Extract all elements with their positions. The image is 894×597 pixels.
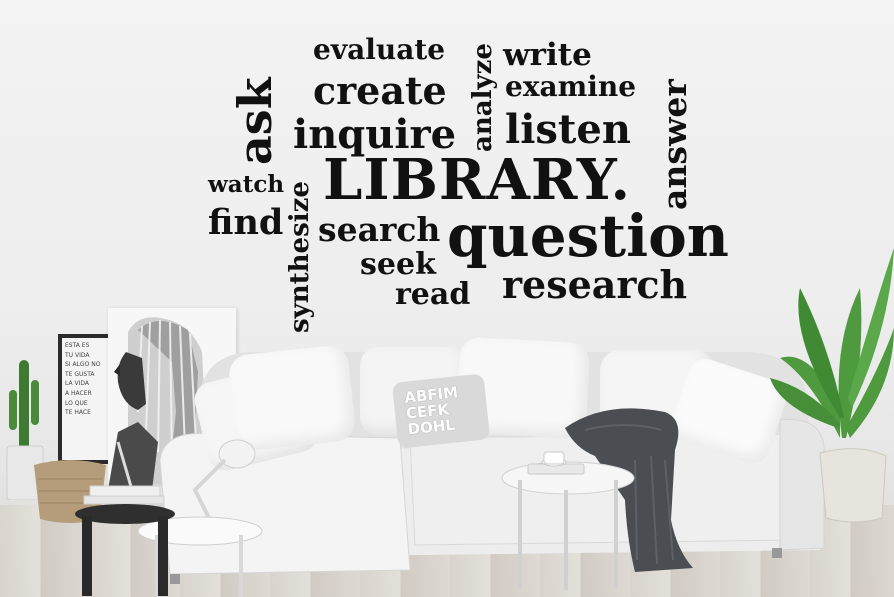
portrait-photo xyxy=(108,317,206,490)
poster-line: LO QUE xyxy=(65,399,88,407)
word-write: write xyxy=(503,37,592,73)
word-listen: listen xyxy=(505,106,631,153)
round-side-table xyxy=(501,451,635,590)
word-question: question xyxy=(447,202,729,270)
poster-line: TE GUSTA xyxy=(65,370,95,378)
word-examine: examine xyxy=(505,70,637,103)
word-search: search xyxy=(318,210,441,249)
cactus-plant xyxy=(6,360,44,500)
word-find: find xyxy=(208,202,284,243)
grey-throw-blanket xyxy=(565,408,693,572)
potted-plant xyxy=(770,248,894,523)
poster-line: TE HACE xyxy=(65,409,91,417)
poster-line: SI ALGO NO xyxy=(65,361,101,369)
poster-line: A HACER xyxy=(65,389,92,397)
white-coffee-table xyxy=(137,516,263,597)
word-seek: seek xyxy=(360,247,436,282)
word-create: create xyxy=(313,68,447,113)
word-evaluate: evaluate xyxy=(313,33,446,66)
pillow-letters: ABFIM CEFK DOHL xyxy=(403,383,459,439)
word-watch: watch xyxy=(208,171,285,198)
word-answer: answer xyxy=(655,79,694,210)
word-analyze: analyze xyxy=(468,43,498,152)
word-read: read xyxy=(395,277,471,312)
word-library: LIBRARY. xyxy=(323,147,631,213)
poster-line: ESTA ES xyxy=(65,342,90,349)
poster-line: TU VIDA xyxy=(65,351,90,359)
poster-paper: ESTA ES TU VIDA SI ALGO NO TE GUSTA LA V… xyxy=(62,338,114,460)
word-ask: ask xyxy=(228,77,282,165)
dark-stool xyxy=(75,485,175,596)
word-inquire: inquire xyxy=(293,111,457,158)
letter-pillow: ABFIM CEFK DOHL xyxy=(391,373,491,449)
poster-line: LA VIDA xyxy=(65,380,89,388)
word-synthesize: synthesize xyxy=(285,181,315,333)
word-research: research xyxy=(502,262,688,307)
